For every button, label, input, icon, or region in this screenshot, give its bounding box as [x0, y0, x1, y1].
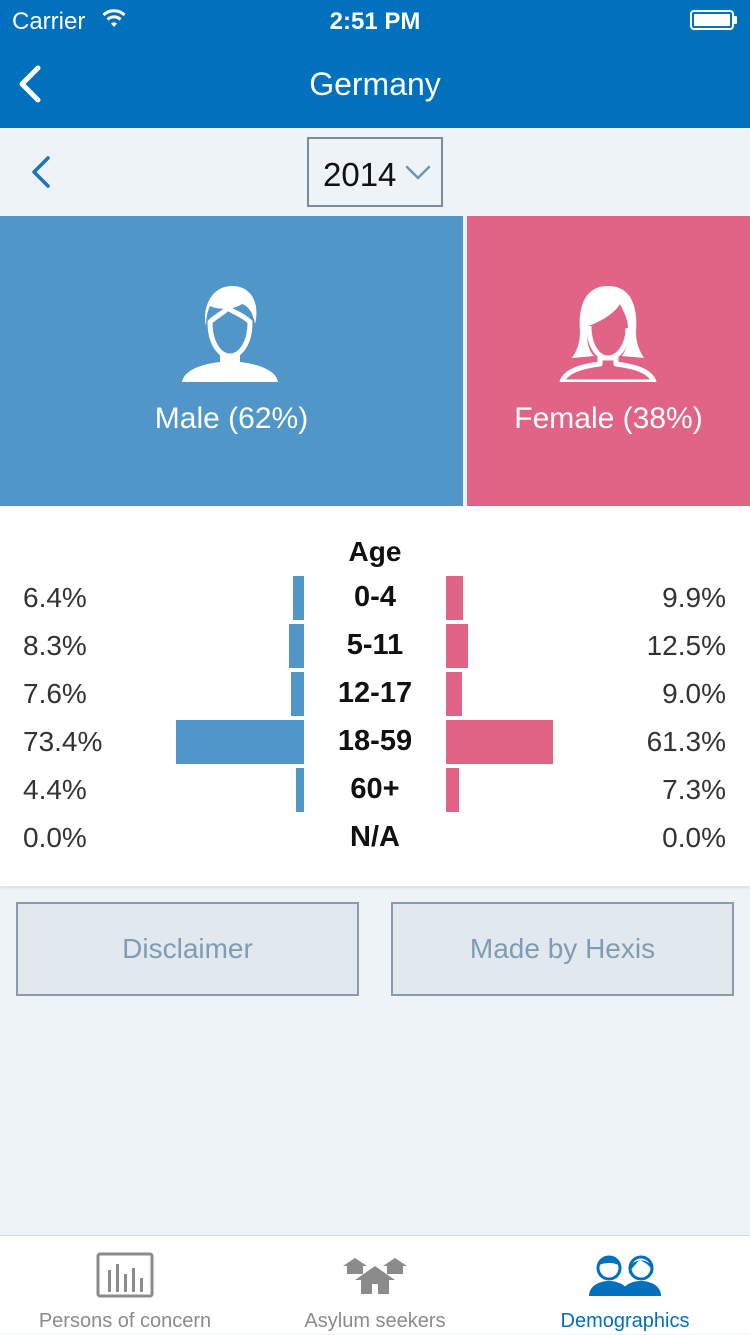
male-percentage: 7.6% [23, 678, 87, 709]
age-row: 7.6% 12-17 9.0% [0, 670, 750, 718]
status-bar: Carrier 2:51 PM [0, 0, 750, 40]
age-group-label: 60+ [350, 773, 400, 805]
female-label: Female (38%) [514, 402, 703, 435]
back-arrow-icon[interactable] [14, 64, 46, 104]
carrier-label: Carrier [12, 8, 86, 35]
tab-asylum-seekers[interactable]: Asylum seekers [250, 1236, 500, 1335]
made-by-hexis-button[interactable]: Made by Hexis [391, 902, 734, 996]
age-group-label: 5-11 [346, 629, 404, 661]
male-percentage: 0.0% [23, 822, 87, 853]
year-dropdown[interactable]: 2014 [307, 137, 443, 207]
female-panel: Female (38%) [467, 216, 750, 506]
status-time: 2:51 PM [329, 8, 421, 35]
female-percentage: 0.0% [662, 822, 726, 853]
age-row: 6.4% 0-4 9.9% [0, 574, 750, 622]
female-avatar-icon [559, 286, 657, 382]
age-group-label: 12-17 [337, 677, 413, 709]
people-icon [589, 1255, 661, 1296]
chevron-down-icon [405, 165, 431, 180]
male-bar [289, 624, 304, 668]
age-title: Age [348, 536, 402, 567]
chevron-left-icon[interactable] [26, 152, 56, 192]
bar-chart-icon [96, 1252, 154, 1298]
female-percentage: 61.3% [646, 726, 726, 757]
female-bar [446, 768, 459, 812]
female-bar [446, 576, 463, 620]
age-row: 4.4% 60+ 7.3% [0, 766, 750, 814]
female-bar [446, 720, 553, 764]
tab-label: Demographics [560, 1310, 690, 1332]
tab-persons-of-concern[interactable]: Persons of concern [0, 1236, 250, 1335]
male-bar [176, 720, 304, 764]
male-percentage: 8.3% [23, 630, 87, 661]
age-row: 8.3% 5-11 12.5% [0, 622, 750, 670]
age-group-label: 0-4 [354, 581, 396, 613]
battery-icon [690, 10, 737, 30]
page-title: Germany [309, 66, 441, 102]
age-row: 73.4% 18-59 61.3% [0, 718, 750, 766]
male-bar [291, 672, 304, 716]
wifi-icon [102, 9, 126, 27]
year-value: 2014 [323, 156, 397, 193]
tents-icon [343, 1258, 407, 1294]
age-row: 0.0% N/A 0.0% [0, 814, 750, 862]
age-breakdown: Age 6.4% 0-4 9.9% 8.3% 5-11 12.5% 7.6% 1… [0, 506, 750, 886]
tab-bar: Persons of concern Asylum seekers [0, 1235, 750, 1334]
male-bar [293, 576, 304, 620]
header: Carrier 2:51 PM Germany [0, 0, 750, 128]
year-bar: 2014 [0, 128, 750, 216]
male-panel: Male (62%) [0, 216, 463, 506]
female-percentage: 12.5% [646, 630, 726, 661]
tab-label: Persons of concern [38, 1310, 212, 1332]
female-bar [446, 672, 462, 716]
tab-label: Asylum seekers [304, 1310, 446, 1332]
male-label: Male (62%) [154, 402, 309, 435]
male-bar [296, 768, 304, 812]
disclaimer-button[interactable]: Disclaimer [16, 902, 359, 996]
female-percentage: 9.9% [662, 582, 726, 613]
male-percentage: 73.4% [23, 726, 103, 757]
age-group-label: 18-59 [337, 725, 413, 757]
female-percentage: 9.0% [662, 678, 726, 709]
male-avatar-icon [182, 286, 278, 382]
male-percentage: 4.4% [23, 774, 87, 805]
male-percentage: 6.4% [23, 582, 87, 613]
female-bar [446, 624, 468, 668]
age-group-label: N/A [350, 821, 400, 853]
female-percentage: 7.3% [662, 774, 726, 805]
tab-demographics[interactable]: Demographics [500, 1236, 750, 1335]
